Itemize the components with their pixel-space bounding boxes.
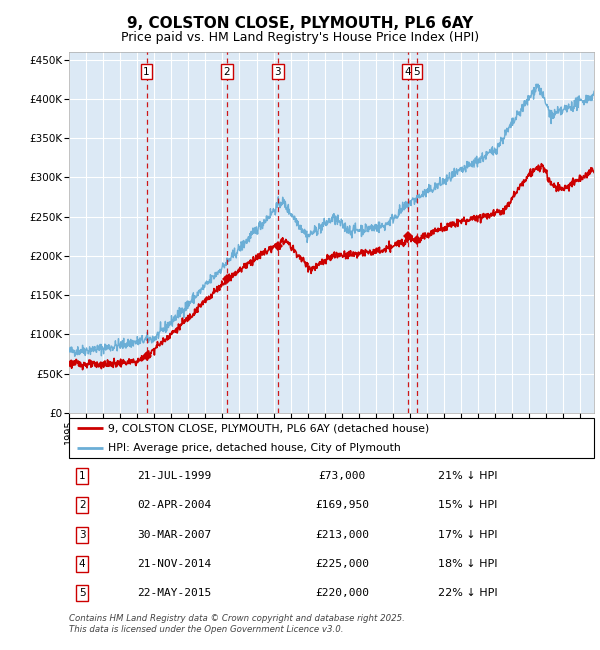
Text: 9, COLSTON CLOSE, PLYMOUTH, PL6 6AY (detached house): 9, COLSTON CLOSE, PLYMOUTH, PL6 6AY (det… [109,423,430,433]
Text: Contains HM Land Registry data © Crown copyright and database right 2025.
This d: Contains HM Land Registry data © Crown c… [69,614,405,634]
Text: 18% ↓ HPI: 18% ↓ HPI [438,559,498,569]
Text: 1: 1 [143,67,150,77]
Text: 5: 5 [413,67,420,77]
Text: £213,000: £213,000 [315,530,369,540]
Text: £169,950: £169,950 [315,500,369,510]
Text: 22% ↓ HPI: 22% ↓ HPI [438,588,498,598]
Text: 3: 3 [79,530,85,540]
Text: 02-APR-2004: 02-APR-2004 [137,500,211,510]
Text: 21-JUL-1999: 21-JUL-1999 [137,471,211,481]
Text: 2: 2 [79,500,85,510]
Text: Price paid vs. HM Land Registry's House Price Index (HPI): Price paid vs. HM Land Registry's House … [121,31,479,44]
Text: 21-NOV-2014: 21-NOV-2014 [137,559,211,569]
Text: 4: 4 [405,67,412,77]
Text: 2: 2 [223,67,230,77]
Text: £225,000: £225,000 [315,559,369,569]
Text: 30-MAR-2007: 30-MAR-2007 [137,530,211,540]
Text: 17% ↓ HPI: 17% ↓ HPI [438,530,498,540]
Text: HPI: Average price, detached house, City of Plymouth: HPI: Average price, detached house, City… [109,443,401,453]
Text: 22-MAY-2015: 22-MAY-2015 [137,588,211,598]
Text: 4: 4 [79,559,85,569]
Text: 1: 1 [79,471,85,481]
Text: 21% ↓ HPI: 21% ↓ HPI [438,471,498,481]
Text: 9, COLSTON CLOSE, PLYMOUTH, PL6 6AY: 9, COLSTON CLOSE, PLYMOUTH, PL6 6AY [127,16,473,31]
Text: 3: 3 [274,67,281,77]
FancyBboxPatch shape [69,418,594,458]
Text: 5: 5 [79,588,85,598]
Text: £220,000: £220,000 [315,588,369,598]
Text: 15% ↓ HPI: 15% ↓ HPI [439,500,497,510]
Text: £73,000: £73,000 [319,471,365,481]
